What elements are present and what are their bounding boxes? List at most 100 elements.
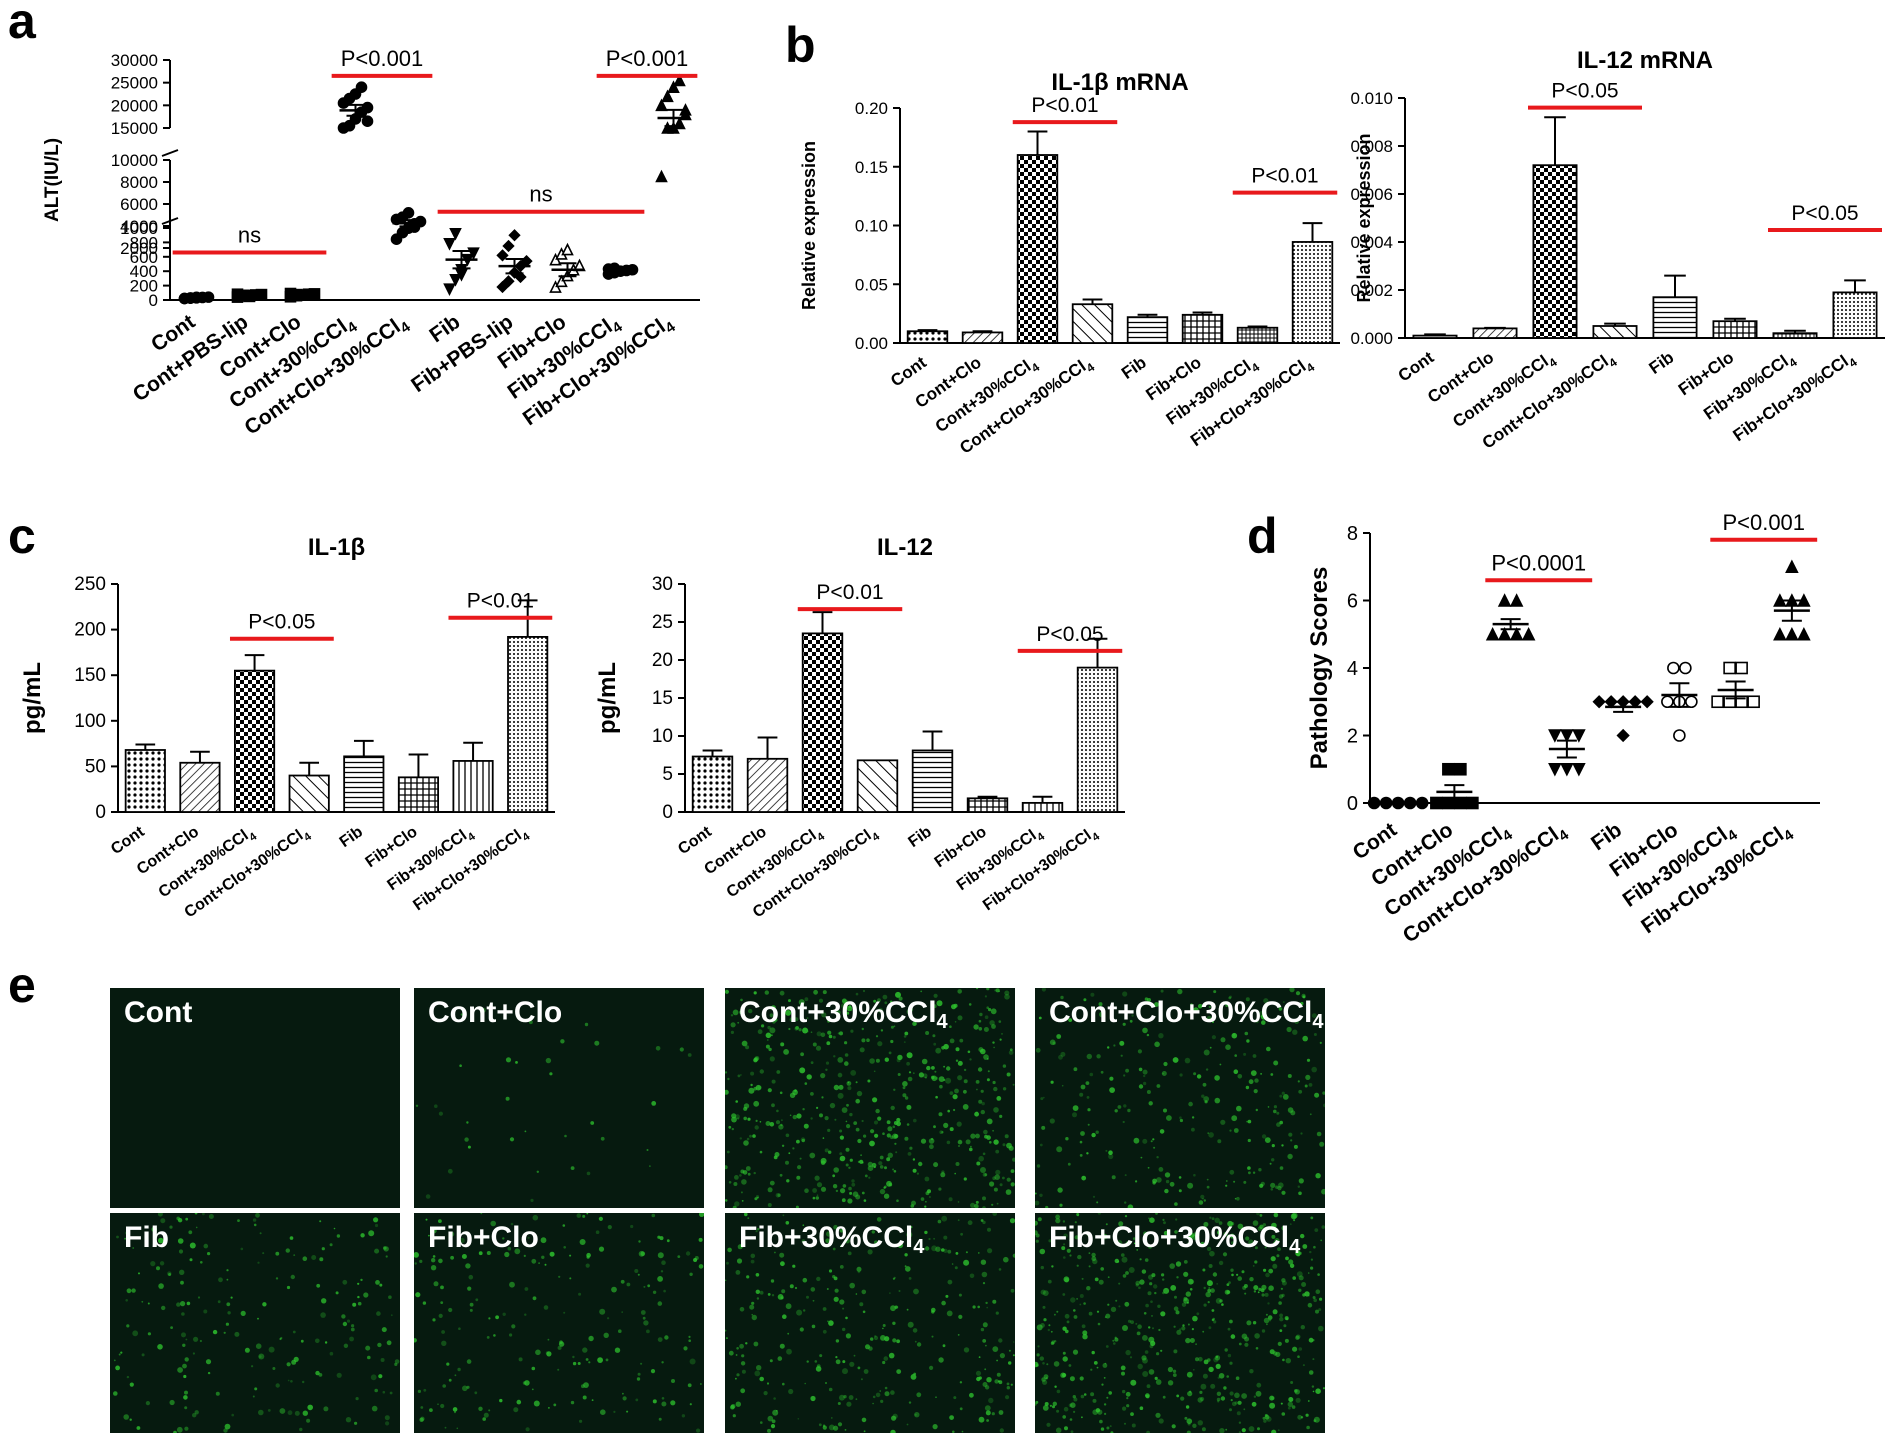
micrograph-label-subscript: 4 [1289,1236,1301,1258]
fluorescent-cell [584,1022,589,1027]
fluorescent-cell [993,1046,995,1049]
fluorescent-cell [1276,1111,1280,1115]
fluorescent-cell [832,1174,836,1178]
fluorescent-cell [884,1001,888,1005]
data-point [1415,796,1429,810]
fluorescent-cell [794,1017,799,1022]
chart-b1-xtick-label: Fib [1118,353,1150,383]
fluorescent-cell [1050,1330,1053,1333]
fluorescent-cell [913,1372,917,1376]
fluorescent-cell [771,1103,775,1108]
fluorescent-cell [1323,1103,1325,1108]
micrograph-image: Fib [110,1213,400,1433]
fluorescent-cell [975,1080,980,1084]
data-point [1616,728,1630,743]
micrograph-image: Fib+Clo+30%CCl4 [1035,1213,1325,1433]
fluorescent-cell [1282,1358,1285,1362]
fluorescent-cell [486,1251,491,1255]
micrograph-label-text: Cont+30%CCl [739,996,937,1029]
fluorescent-cell [946,1066,951,1071]
fluorescent-cell [160,1218,166,1224]
fluorescent-cell [963,1089,967,1094]
fluorescent-cell [767,1187,773,1193]
fluorescent-cell [1150,1300,1153,1303]
fluorescent-cell [433,1281,439,1287]
y-tick-label: 0.002 [1350,281,1393,300]
fluorescent-cell [237,1219,240,1222]
fluorescent-cell [1265,1272,1270,1278]
fluorescent-cell [123,1414,129,1420]
fluorescent-cell [1261,1020,1266,1025]
y-tick-label: 30 [652,574,673,595]
fluorescent-cell [1261,1134,1267,1139]
fluorescent-cell [1129,1356,1133,1359]
fluorescent-cell [120,1351,123,1354]
fluorescent-cell [947,1249,952,1254]
fluorescent-cell [603,1332,609,1338]
fluorescent-cell [802,1108,805,1111]
fluorescent-cell [1298,1347,1303,1351]
data-point [1430,796,1443,810]
fluorescent-cell [1035,1047,1041,1053]
fluorescent-cell [884,1166,887,1170]
fluorescent-cell [343,1343,349,1348]
fluorescent-cell [1261,1293,1265,1297]
chart-c1-xtick-label: Cont [108,823,148,858]
fluorescent-cell [882,1327,884,1330]
fluorescent-cell [1079,1294,1084,1298]
fluorescent-cell [1188,1101,1193,1107]
fluorescent-cell [1233,1069,1239,1074]
fluorescent-cell [965,1139,971,1145]
fluorescent-cell [948,1197,953,1202]
fluorescent-cell [731,1113,737,1119]
fluorescent-cell [1070,1430,1074,1433]
data-point [655,169,668,183]
fluorescent-cell [1142,1027,1148,1034]
data-point [1797,626,1811,641]
fluorescent-cell [814,1175,820,1181]
fluorescent-cell [1306,1058,1311,1062]
data-point [514,270,527,284]
bar [507,635,549,813]
fluorescent-cell [495,1315,499,1320]
fluorescent-cell [1169,1181,1175,1187]
fluorescent-cell [1073,1315,1078,1319]
data-point [361,115,374,127]
fluorescent-cell [875,1392,881,1398]
fluorescent-cell [640,1310,646,1315]
fluorescent-cell [1050,1080,1054,1084]
fluorescent-cell [1254,1246,1258,1250]
fluorescent-cell [315,1370,320,1376]
fluorescent-cell [180,1280,184,1285]
fluorescent-cell [1127,1108,1131,1113]
fluorescent-cell [294,1410,300,1416]
fluorescent-cell [1277,1341,1282,1346]
fluorescent-cell [643,1320,649,1326]
fluorescent-cell [1279,1094,1283,1098]
data-point [502,275,515,288]
fluorescent-cell [802,1224,805,1226]
fluorescent-cell [1236,1273,1239,1276]
fluorescent-cell [1258,1011,1265,1018]
fluorescent-cell [978,1416,985,1423]
fluorescent-cell [1295,1334,1301,1340]
fluorescent-cell [890,1429,896,1433]
fluorescent-cell [955,1162,960,1166]
fluorescent-cell [999,1038,1002,1041]
y-tick-label: 200 [130,277,158,296]
fluorescent-cell [365,1345,371,1351]
fluorescent-cell [851,1179,855,1183]
fluorescent-cell [158,1283,164,1289]
fluorescent-cell [286,1362,291,1367]
fluorescent-cell [974,1203,979,1208]
fluorescent-cell [737,1021,740,1024]
fluorescent-cell [844,1429,847,1431]
fluorescent-cell [378,1374,383,1379]
fluorescent-cell [850,1029,854,1033]
fluorescent-cell [1062,1373,1067,1378]
fluorescent-cell [655,1046,661,1051]
fluorescent-cell [1203,1303,1207,1307]
fluorescent-cell [954,1021,957,1023]
fluorescent-cell [1124,1215,1128,1218]
fluorescent-cell [444,1426,447,1429]
